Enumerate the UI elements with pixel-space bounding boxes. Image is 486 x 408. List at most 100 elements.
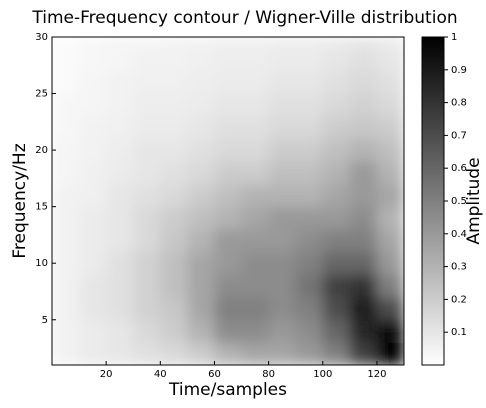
heatmap-cell [376,297,404,321]
y-tick-label: 15 [35,202,48,213]
heatmap-cell [187,37,215,49]
heatmap-cell [241,206,270,230]
heatmap-cell [322,138,351,162]
plot-area [52,37,404,365]
y-tick-label: 25 [35,89,48,100]
heatmap-cell [187,48,215,72]
heatmap-cell [295,37,324,49]
colorbar-tick-label: 0.6 [451,163,467,174]
heatmap-cell [52,251,80,276]
heatmap-cell [133,70,161,95]
heatmap-cell [52,116,80,140]
colorbar-tick-label: 0.8 [451,98,467,109]
heatmap-cell [295,229,324,253]
heatmap-cell [160,184,188,208]
heatmap-cell [376,93,404,117]
x-axis-title: Time/samples [168,380,287,400]
heatmap-cell [106,161,134,185]
heatmap-cell [376,319,404,343]
heatmap-cell [79,161,107,185]
heatmap-cell [187,93,215,117]
heatmap-cell [52,184,80,208]
heatmap-cell [160,319,188,343]
heatmap-cell [160,297,188,321]
heatmap-cell [349,274,378,298]
heatmap-cell [295,274,324,298]
heatmap-cell [214,48,243,72]
heatmap-cell [160,342,188,365]
heatmap-cell [322,297,351,321]
heatmap-cell [160,206,188,230]
heatmap-cell [106,229,134,253]
heatmap-cell [241,319,270,343]
colorbar-title: Amplitude [464,157,484,244]
heatmap-cell [268,319,297,343]
heatmap-cell [214,184,243,208]
heatmap-cell [133,138,161,162]
x-tick-label: 80 [262,369,275,380]
heatmap-cell [295,93,324,117]
x-tick-label: 20 [100,369,113,380]
heatmap-cell [214,70,243,95]
colorbar-tick-label: 0.7 [451,130,467,141]
heatmap-cell [376,229,404,253]
heatmap-cell [349,161,378,185]
heatmap-cell [106,274,134,298]
colorbar-tick-label: 0.1 [451,327,467,338]
heatmap-cell [241,274,270,298]
heatmap-cell [160,274,188,298]
heatmap-cell [214,274,243,298]
heatmap-cell [268,229,297,253]
x-tick-label: 40 [154,369,167,380]
heatmap-cell [376,184,404,208]
heatmap-cell [349,116,378,140]
heatmap-cell [79,48,107,72]
heatmap-cell [295,342,324,365]
heatmap-cell [187,274,215,298]
heatmap-cell [214,297,243,321]
heatmap-cell [241,342,270,365]
heatmap-cell [241,229,270,253]
heatmap-cell [79,342,107,365]
heatmap-cell [214,319,243,343]
heatmap-cell [214,229,243,253]
heatmap-cell [160,138,188,162]
heatmap-cell [349,229,378,253]
heatmap-cell [52,48,80,72]
heatmap-cell [106,138,134,162]
y-tick-label: 20 [35,145,48,156]
heatmap-cell [376,161,404,185]
heatmap-cell [52,37,80,49]
heatmap-cell [268,116,297,140]
heatmap-cell [52,229,80,253]
heatmap-cell [106,184,134,208]
y-tick-label: 10 [35,258,48,269]
heatmap-cell [187,70,215,95]
colorbar-tick-label: 0.4 [451,229,467,240]
heatmap-cell [187,161,215,185]
colorbar-tick-label: 1 [451,32,457,43]
heatmap-cell [214,116,243,140]
heatmap-cell [187,206,215,230]
heatmap-cell [133,206,161,230]
heatmap-cell [133,319,161,343]
heatmap-cell [52,274,80,298]
heatmap-cell [376,138,404,162]
heatmap-cell [79,70,107,95]
heatmap-cell [214,93,243,117]
heatmap-cell [349,206,378,230]
heatmap-cell [106,251,134,276]
heatmap-cell [268,342,297,365]
heatmap-cell [52,138,80,162]
heatmap-cell [322,116,351,140]
heatmap-cell [133,251,161,276]
heatmap-cell [268,138,297,162]
heatmap-cell [376,274,404,298]
heatmap-cell [349,37,378,49]
heatmap-cell [106,93,134,117]
heatmap-cell [160,229,188,253]
heatmap-cell [349,297,378,321]
heatmap-cell [268,297,297,321]
plot-frame [51,36,405,366]
heatmap-cell [241,37,270,49]
